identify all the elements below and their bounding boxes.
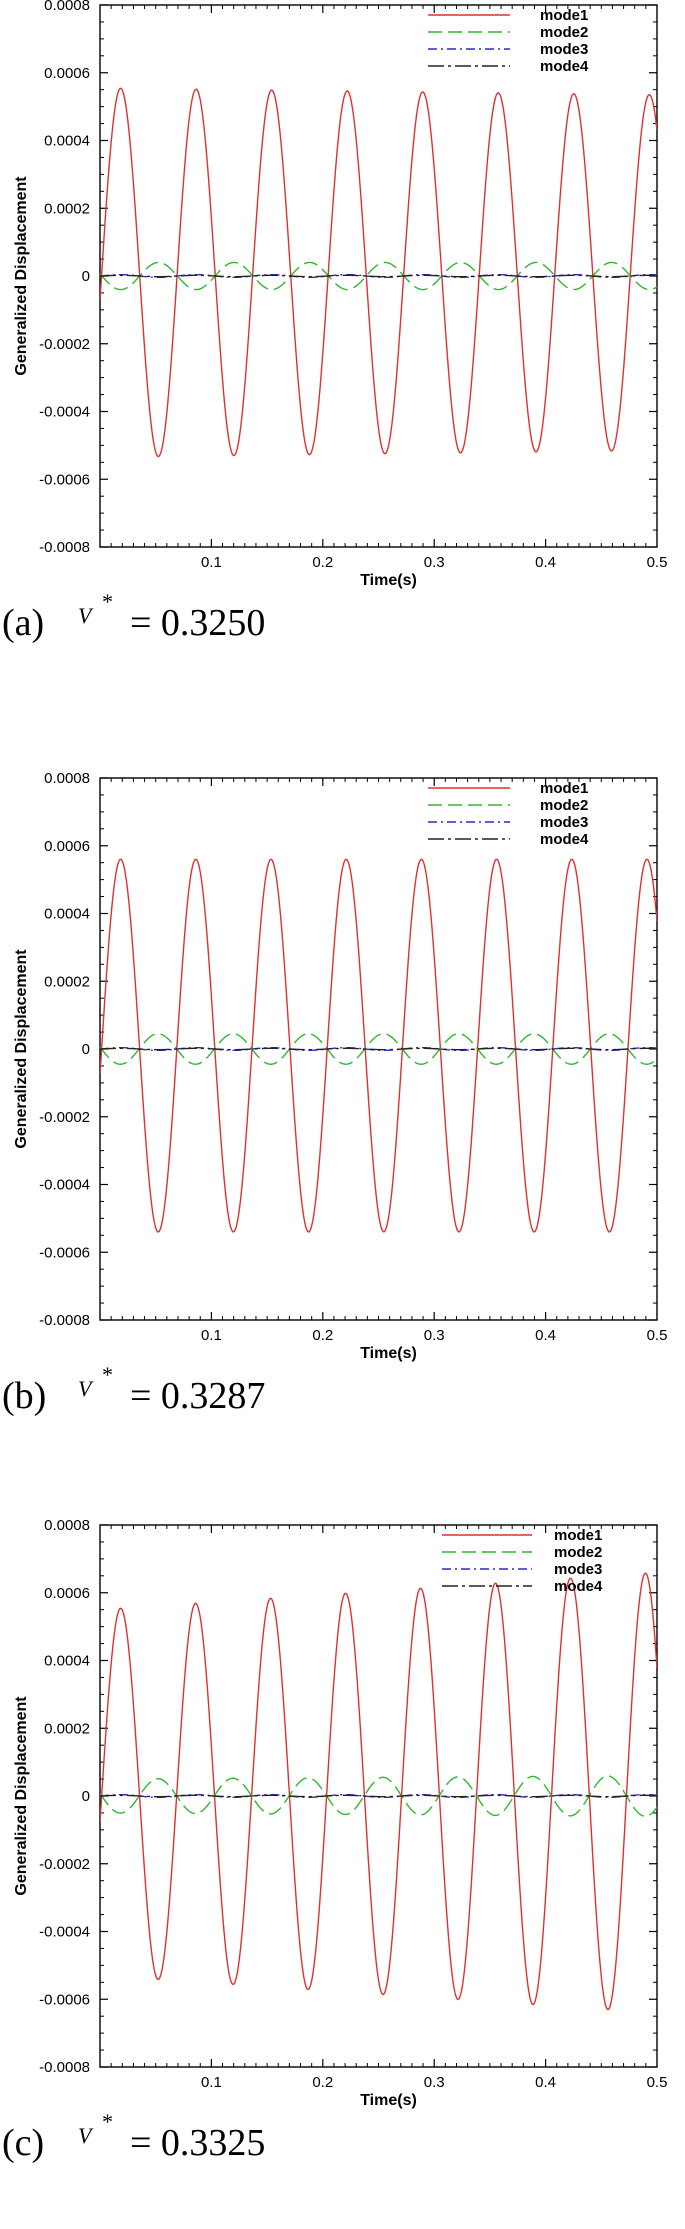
y-tick-label: -0.0006 [39, 1244, 90, 1261]
x-axis-title: Time(s) [360, 1345, 417, 1362]
legend-label-mode1: mode1 [554, 1527, 602, 1544]
x-tick-label: 0.4 [535, 1327, 556, 1344]
series-line-mode2 [100, 1775, 657, 1817]
legend-label-mode1: mode1 [540, 7, 588, 24]
y-tick-label: 0.0006 [44, 838, 90, 855]
y-tick-label: 0.0008 [44, 0, 90, 14]
y-tick-label: 0.0006 [44, 65, 90, 82]
y-tick-label: 0.0008 [44, 770, 90, 787]
x-tick-label: 0.3 [424, 1327, 445, 1344]
caption-superscript: * [102, 589, 113, 614]
legend-label-mode3: mode3 [540, 814, 588, 831]
legend-label-mode4: mode4 [554, 1578, 603, 1595]
y-tick-label: 0 [82, 268, 90, 285]
y-tick-label: -0.0004 [39, 1177, 90, 1194]
chart-panel-3: 0.0008 0.0006 0.0004 0.0002 0 -0.0002 -0.0004 -… [2, 1517, 667, 2164]
y-axis-title: Generalized Displacement [13, 949, 30, 1149]
caption-value: = 0.3287 [130, 1375, 265, 1417]
series-line-mode1 [100, 87, 657, 458]
series-line-mode4 [100, 274, 657, 278]
caption-variable: V [78, 1376, 94, 1401]
legend-label-mode2: mode2 [540, 797, 588, 814]
x-axis-title: Time(s) [360, 2092, 417, 2109]
legend-label-mode4: mode4 [540, 831, 589, 848]
y-tick-label: 0 [82, 1041, 90, 1058]
y-tick-label: 0.0008 [44, 1517, 90, 1534]
caption-variable: V [78, 603, 94, 628]
y-tick-label: 0.0002 [44, 973, 90, 990]
x-tick-label: 0.4 [535, 2074, 556, 2091]
y-tick-label: 0.0004 [44, 133, 90, 150]
x-tick-label: 0.3 [424, 2074, 445, 2091]
series-line-mode4 [100, 1794, 657, 1798]
caption-value: = 0.3325 [130, 2122, 265, 2164]
series-line-mode4 [100, 1047, 657, 1051]
x-tick-label: 0.5 [647, 554, 668, 571]
legend-label-mode4: mode4 [540, 58, 589, 75]
x-tick-label: 0.2 [312, 2074, 333, 2091]
y-tick-label: -0.0008 [39, 1312, 90, 1329]
series-line-mode2 [100, 261, 657, 291]
y-tick-label: -0.0006 [39, 1991, 90, 2008]
panel-caption: (c) V * = 0.3325 [2, 2109, 265, 2164]
panel-caption: (b) V * = 0.3287 [2, 1362, 265, 1417]
y-tick-label: -0.0002 [39, 1856, 90, 1873]
caption-letter: (a) [2, 602, 44, 644]
y-tick-label: -0.0004 [39, 1924, 90, 1941]
y-tick-label: -0.0008 [39, 2059, 90, 2076]
y-axis-title: Generalized Displacement [13, 1696, 30, 1896]
series-line-mode2 [100, 1033, 657, 1065]
caption-superscript: * [102, 1362, 113, 1387]
y-tick-label: -0.0006 [39, 471, 90, 488]
x-tick-label: 0.1 [201, 1327, 222, 1344]
caption-variable: V [78, 2123, 94, 2148]
x-tick-label: 0.5 [647, 2074, 668, 2091]
legend-label-mode2: mode2 [540, 24, 588, 41]
legend-label-mode1: mode1 [540, 780, 588, 797]
y-tick-label: 0.0002 [44, 1720, 90, 1737]
y-tick-label: -0.0002 [39, 1109, 90, 1126]
y-tick-label: 0.0004 [44, 906, 90, 923]
y-axis-title: Generalized Displacement [13, 176, 30, 376]
y-tick-label: -0.0004 [39, 404, 90, 421]
x-tick-label: 0.4 [535, 554, 556, 571]
legend-label-mode3: mode3 [540, 41, 588, 58]
x-tick-label: 0.2 [312, 554, 333, 571]
x-tick-label: 0.1 [201, 554, 222, 571]
y-tick-label: -0.0002 [39, 336, 90, 353]
legend-label-mode3: mode3 [554, 1561, 602, 1578]
y-tick-label: 0.0002 [44, 200, 90, 217]
x-tick-label: 0.2 [312, 1327, 333, 1344]
caption-letter: (b) [2, 1375, 46, 1417]
series-line-mode1 [100, 858, 657, 1233]
x-tick-label: 0.1 [201, 2074, 222, 2091]
y-tick-label: 0.0004 [44, 1653, 90, 1670]
chart-panel-2: 0.0008 0.0006 0.0004 0.0002 0 -0.0002 -0.0004 -… [2, 770, 667, 1417]
legend-label-mode2: mode2 [554, 1544, 602, 1561]
caption-superscript: * [102, 2109, 113, 2134]
x-tick-label: 0.5 [647, 1327, 668, 1344]
y-tick-label: 0.0006 [44, 1585, 90, 1602]
y-tick-label: 0 [82, 1788, 90, 1805]
x-tick-label: 0.3 [424, 554, 445, 571]
chart-panel-1: 0.0008 0.0006 0.0004 0.0002 0 -0.0002 -0.0004 -… [2, 0, 667, 644]
series-line-mode1 [100, 1572, 657, 2011]
y-tick-label: -0.0008 [39, 539, 90, 556]
panel-caption: (a) V * = 0.3250 [2, 589, 265, 644]
caption-value: = 0.3250 [130, 602, 265, 644]
x-axis-title: Time(s) [360, 572, 417, 589]
caption-letter: (c) [2, 2122, 44, 2164]
